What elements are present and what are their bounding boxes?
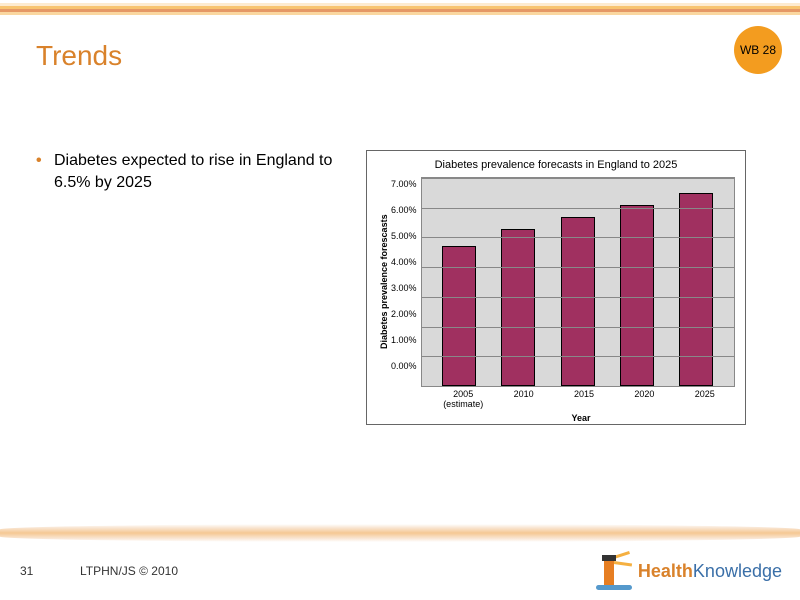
x-tick: 2025 [685,389,725,409]
y-tick: 3.00% [391,283,417,293]
chart-title: Diabetes prevalence forecasts in England… [377,159,735,171]
bullet-item: • Diabetes expected to rise in England t… [36,150,356,193]
logo-text-knowledge: Knowledge [693,561,782,581]
y-tick: 2.00% [391,309,417,319]
lighthouse-icon [596,552,632,590]
x-tick: 2020 [624,389,664,409]
x-tick: 2015 [564,389,604,409]
chart-bar [620,205,654,386]
chart-column: Diabetes prevalence forecasts in England… [366,150,776,425]
chart-x-axis-label: Year [377,413,735,423]
chart-bar [501,229,535,386]
chart-plot-area [421,177,735,387]
slide-number: 31 [20,564,33,578]
bullet-column: • Diabetes expected to rise in England t… [36,150,366,425]
chart-y-axis-label: Diabetes prevalence forescasts [377,177,391,387]
bullet-dot-icon: • [36,150,54,193]
page-title: Trends [36,40,122,72]
top-decorative-stripe [0,0,800,16]
badge-label: WB 28 [740,43,776,57]
logo-text-health: Health [638,561,693,581]
chart-container: Diabetes prevalence forecasts in England… [366,150,746,425]
wave-shape [0,524,800,542]
chart-x-ticks: 2005 (estimate) 2010 2015 2020 2025 [377,387,735,409]
y-tick: 1.00% [391,335,417,345]
slide-badge: WB 28 [734,26,782,74]
bottom-decorative-stripe [0,524,800,542]
y-tick: 6.00% [391,205,417,215]
chart-inner: Diabetes prevalence forescasts 7.00% 6.00… [377,177,735,387]
y-tick: 4.00% [391,257,417,267]
logo-text: HealthKnowledge [638,561,782,582]
x-tick: 2010 [504,389,544,409]
x-tick: 2005 (estimate) [443,389,483,409]
y-tick: 0.00% [391,361,417,371]
y-tick: 5.00% [391,231,417,241]
content-area: • Diabetes expected to rise in England t… [36,150,776,425]
chart-bars [422,178,734,386]
y-tick: 7.00% [391,179,417,189]
bullet-text: Diabetes expected to rise in England to … [54,150,356,193]
logo: HealthKnowledge [596,552,782,590]
chart-bar [561,217,595,386]
chart-y-ticks: 7.00% 6.00% 5.00% 4.00% 3.00% 2.00% 1.00% 0.00% [391,177,421,387]
footer-text: LTPHN/JS © 2010 [80,564,178,578]
